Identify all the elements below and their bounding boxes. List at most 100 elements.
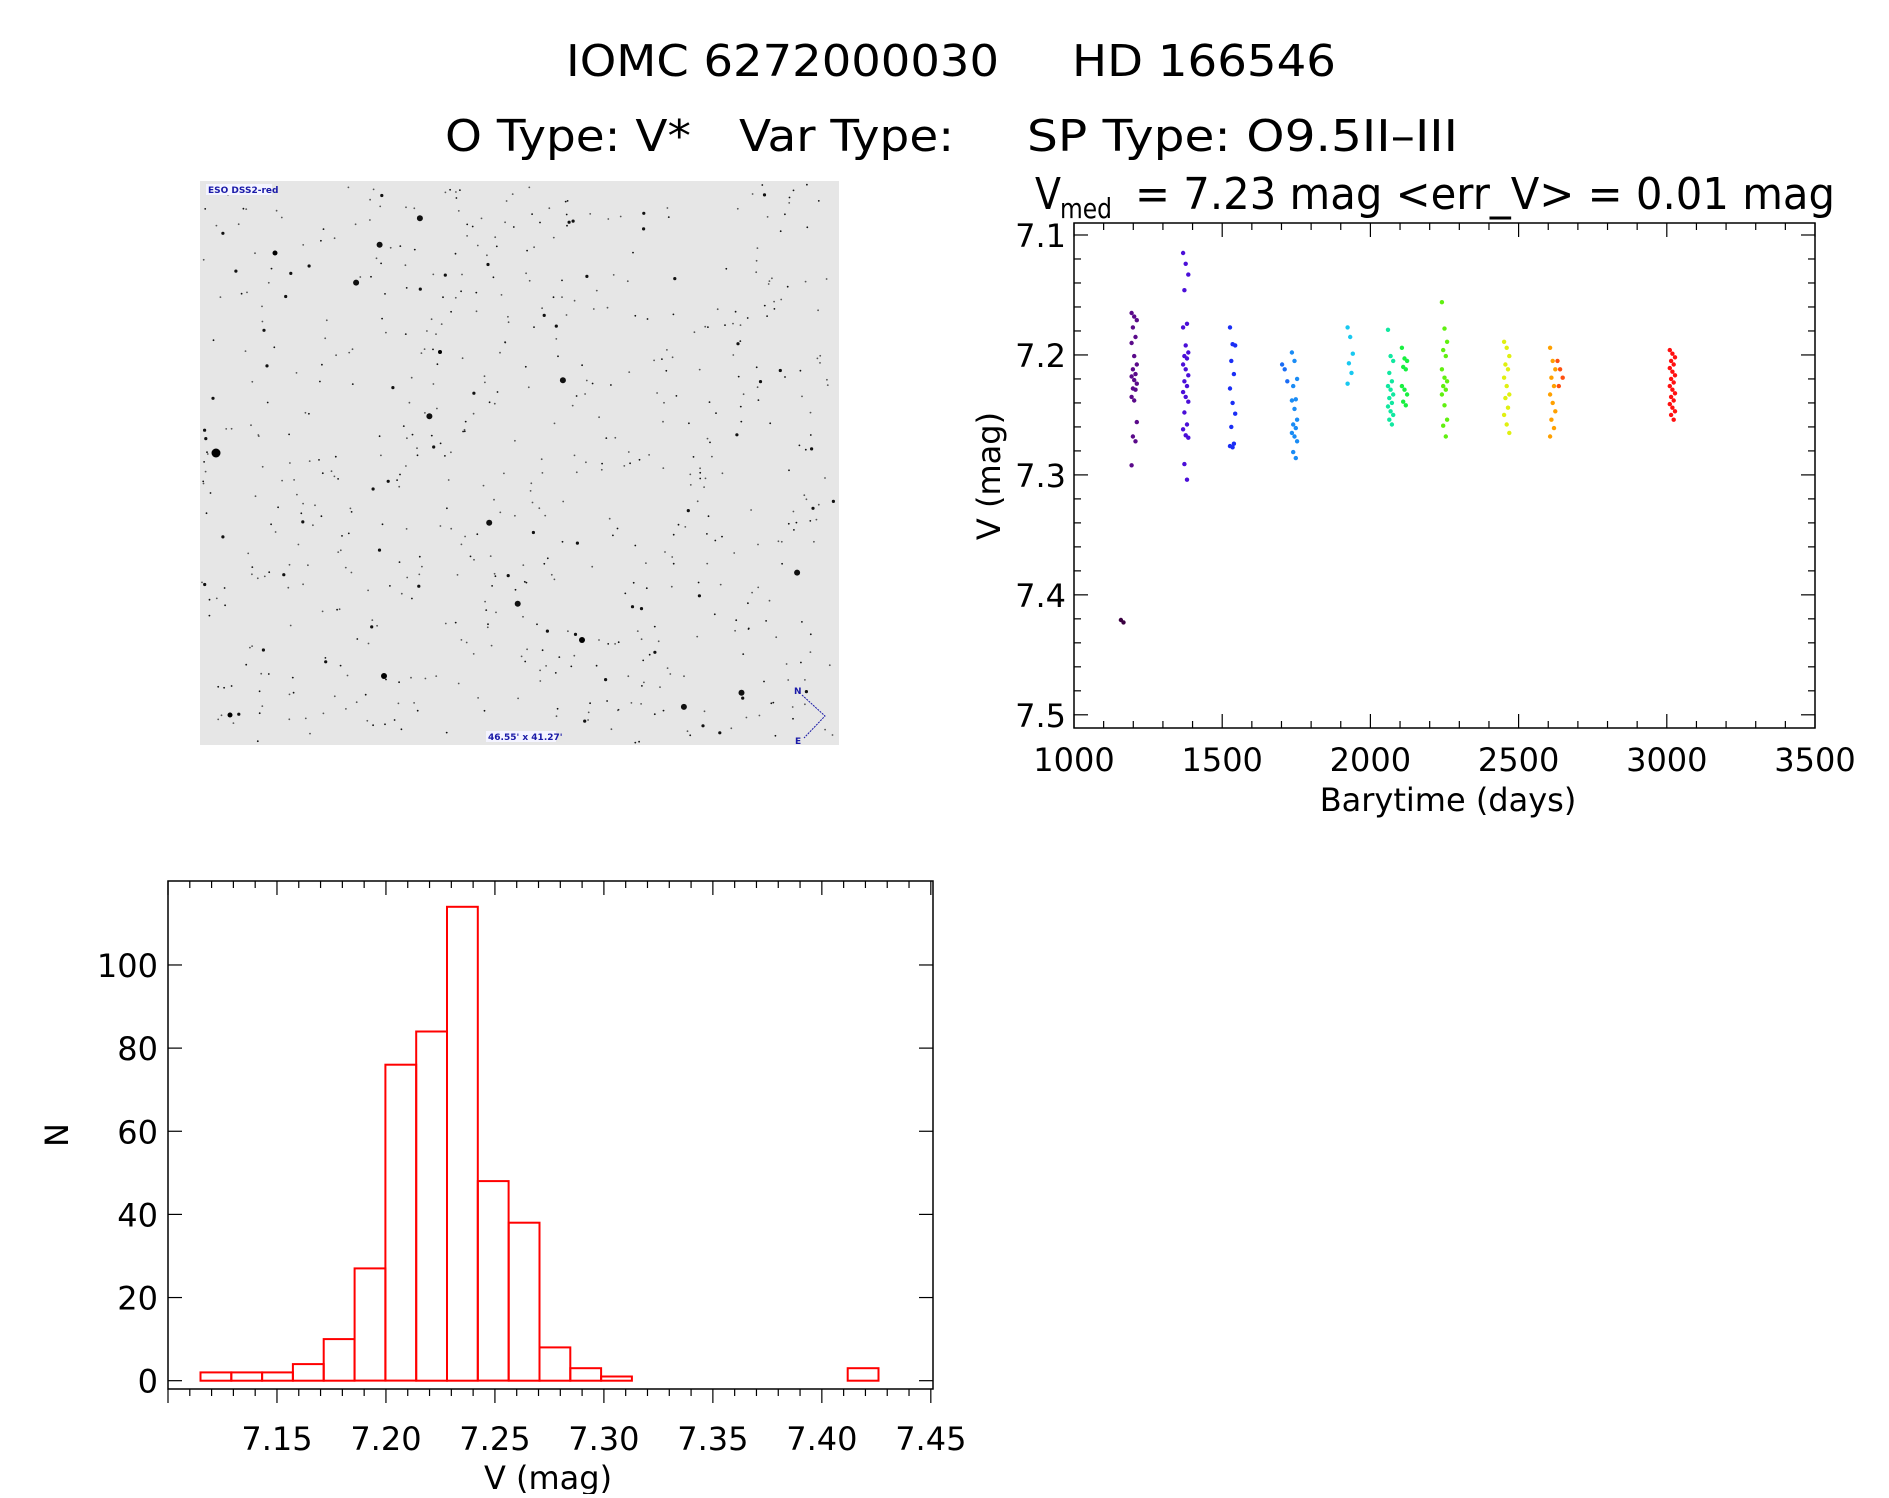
data-point — [1186, 435, 1191, 440]
histogram-bar — [353, 1267, 387, 1382]
star — [806, 226, 809, 229]
star — [738, 689, 745, 696]
light-curve-ticks — [1073, 223, 1816, 728]
star — [237, 712, 241, 716]
star — [677, 523, 680, 526]
star — [540, 458, 543, 461]
star — [777, 540, 780, 543]
star — [665, 369, 668, 372]
star — [493, 402, 496, 405]
star — [809, 434, 812, 436]
data-point — [1668, 376, 1674, 382]
histogram-ylabel: N — [38, 1123, 76, 1147]
star — [626, 280, 629, 283]
star — [788, 202, 791, 204]
star — [531, 213, 533, 216]
star — [400, 592, 403, 595]
star — [247, 552, 250, 555]
star — [435, 333, 437, 335]
data-point — [1388, 409, 1393, 414]
star — [522, 615, 524, 618]
star — [406, 576, 409, 579]
data-point — [1293, 397, 1299, 402]
star — [757, 543, 759, 546]
data-point — [1388, 387, 1393, 392]
star — [553, 578, 556, 581]
star — [333, 237, 336, 240]
star — [600, 468, 603, 471]
star — [482, 484, 485, 487]
data-point — [1229, 358, 1234, 364]
star — [205, 512, 208, 515]
star — [503, 472, 505, 475]
star — [619, 215, 622, 218]
star — [324, 657, 327, 659]
star — [801, 621, 803, 623]
star — [400, 728, 403, 731]
data-point — [1403, 367, 1409, 372]
star — [432, 348, 434, 351]
star — [369, 198, 371, 201]
data-point — [1404, 392, 1410, 397]
data-point — [1385, 404, 1391, 409]
histogram-bar — [846, 1367, 880, 1382]
star — [671, 356, 674, 359]
star — [416, 447, 418, 450]
histogram-bar — [322, 1338, 356, 1382]
star — [520, 655, 523, 658]
star — [662, 467, 665, 469]
data-point — [1555, 358, 1560, 364]
star — [809, 411, 812, 414]
data-point — [1129, 463, 1134, 468]
star — [457, 682, 460, 685]
star — [223, 587, 226, 589]
star — [308, 460, 311, 462]
star — [536, 623, 538, 626]
star — [583, 719, 587, 723]
star — [312, 524, 314, 527]
star — [523, 580, 526, 583]
data-point — [1180, 427, 1186, 432]
star — [638, 740, 640, 743]
star — [215, 224, 218, 227]
star — [543, 562, 546, 565]
data-point — [1672, 373, 1678, 378]
star — [475, 291, 478, 294]
data-point — [1292, 358, 1297, 364]
star — [824, 477, 826, 479]
star — [351, 348, 354, 351]
star — [771, 277, 773, 280]
light-curve-frame — [1073, 222, 1816, 729]
y-tick-label: 40 — [117, 1196, 158, 1234]
star — [404, 333, 407, 335]
star — [672, 313, 675, 316]
star — [351, 383, 354, 385]
star — [538, 507, 541, 510]
histogram-bar — [476, 1180, 510, 1382]
star — [404, 264, 407, 267]
star — [251, 566, 254, 568]
data-point — [1182, 410, 1187, 415]
star — [421, 565, 423, 568]
star — [548, 207, 551, 210]
star — [684, 526, 687, 528]
data-point — [1670, 351, 1675, 356]
star — [773, 308, 776, 310]
star — [486, 519, 493, 526]
star — [254, 252, 256, 255]
star — [381, 523, 384, 526]
star — [321, 610, 324, 613]
star — [757, 586, 760, 589]
data-point — [1291, 449, 1296, 455]
star — [454, 621, 457, 624]
star — [525, 272, 527, 275]
star — [557, 355, 559, 358]
star — [689, 473, 692, 476]
star — [531, 501, 534, 504]
star — [567, 220, 571, 224]
star — [446, 507, 448, 510]
star — [768, 599, 771, 602]
star — [465, 641, 468, 644]
data-point — [1294, 439, 1300, 444]
star — [645, 587, 648, 590]
